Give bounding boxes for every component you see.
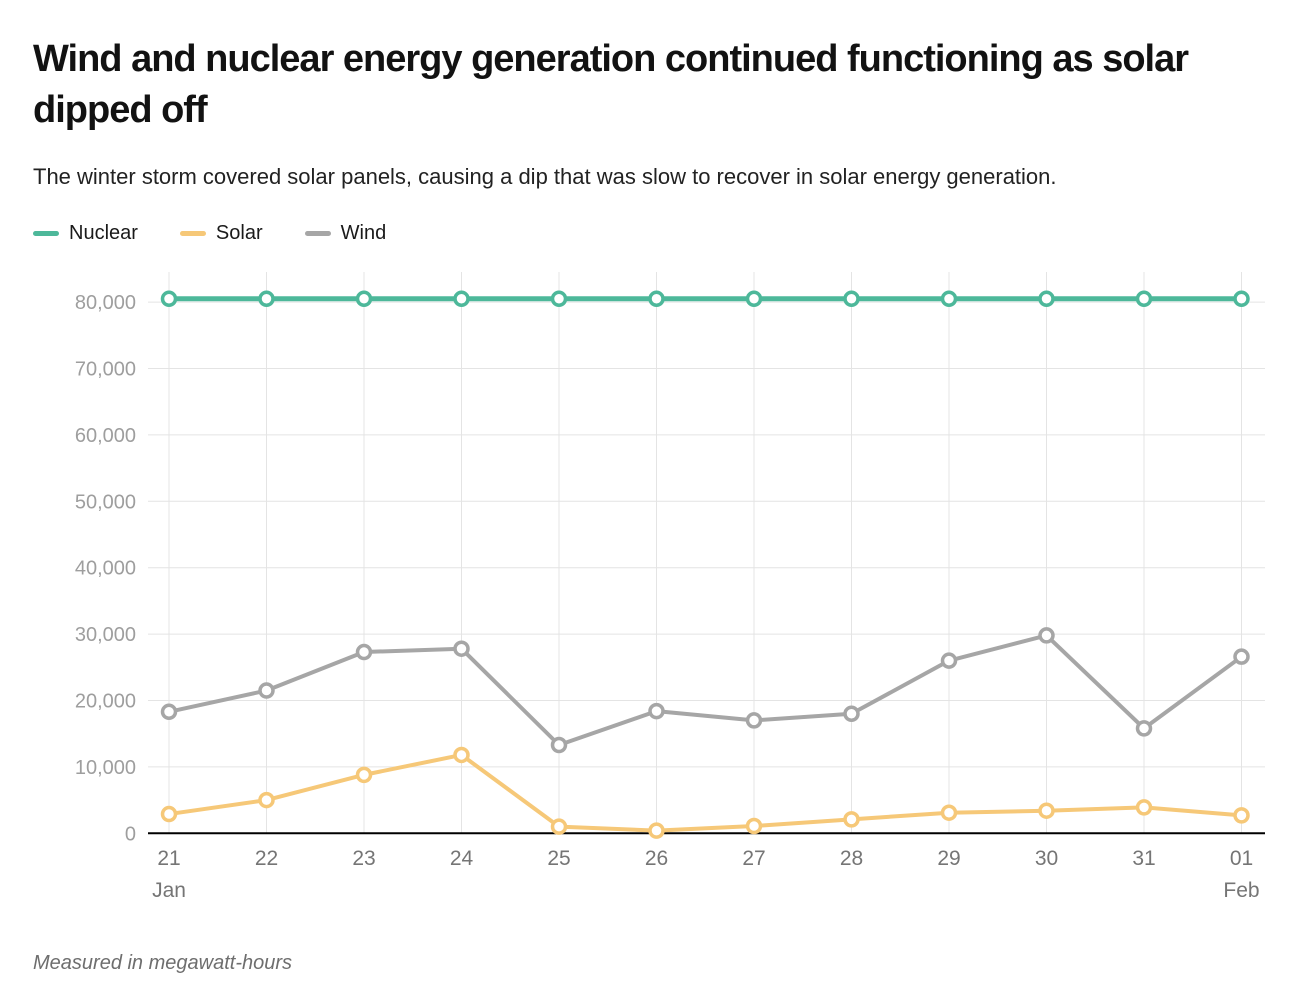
horizontal-gridlines (148, 301, 1265, 768)
data-point (1038, 802, 1055, 819)
data-point (550, 818, 568, 835)
chart-footnote: Measured in megawatt-hours (33, 951, 293, 974)
x-tick-label: 01 (1230, 847, 1253, 870)
data-point (843, 290, 860, 307)
x-tick-label: 24 (450, 847, 474, 870)
y-tick-label: 70,000 (75, 358, 136, 380)
legend-label: Solar (215, 222, 263, 245)
y-tick-label: 80,000 (75, 292, 136, 314)
y-tick-label: 40,000 (75, 558, 136, 580)
month-label: Jan (152, 879, 186, 902)
legend-item-wind: Wind (304, 222, 387, 245)
data-point (745, 711, 763, 729)
data-point (940, 804, 958, 821)
series-wind (160, 627, 1250, 754)
x-tick-label: 28 (840, 847, 863, 870)
legend-swatch-icon (33, 231, 59, 237)
data-point (745, 290, 763, 307)
data-point (453, 290, 470, 307)
y-tick-label: 30,000 (75, 624, 136, 646)
vertical-gridlines (168, 271, 1242, 834)
data-point (1233, 648, 1250, 665)
y-tick-label: 60,000 (75, 425, 136, 447)
data-point (1038, 290, 1055, 307)
data-point (1135, 798, 1153, 816)
legend: Nuclear Solar Wind (33, 222, 1282, 246)
data-point (843, 810, 860, 828)
data-point (648, 290, 665, 307)
data-point (1135, 290, 1153, 307)
page-subtitle: The winter storm covered solar panels, c… (33, 163, 1057, 189)
data-point (453, 746, 470, 764)
data-point (745, 817, 763, 835)
data-point (453, 640, 470, 657)
x-tick-label: 30 (1035, 847, 1058, 870)
data-point (940, 652, 958, 669)
y-tick-label: 20,000 (75, 690, 136, 712)
y-tick-label: 50,000 (75, 491, 136, 513)
data-point (160, 290, 178, 307)
data-point (1135, 719, 1153, 737)
x-axis-labels: 21 22 23 24 25 26 27 28 29 30 31 01 Jan Feb (152, 847, 1260, 902)
x-tick-label: 27 (742, 847, 765, 870)
data-point (1233, 806, 1250, 824)
x-tick-label: 29 (937, 847, 960, 870)
y-tick-label: 0 (125, 823, 136, 845)
data-point (550, 736, 568, 754)
chart-page: Wind and nuclear energy generation conti… (33, 38, 1282, 974)
series-line (167, 633, 1244, 747)
data-point (355, 766, 373, 783)
data-point (648, 822, 665, 839)
line-chart: 0 10,000 20,000 30,000 40,000 50,000 60,000 70,… (75, 271, 1265, 902)
data-point (258, 682, 275, 699)
chart-area: 0 10,000 20,000 30,000 40,000 50,000 60,000 70,… (33, 260, 1282, 920)
page-title: Wind and nuclear energy generation conti… (33, 38, 1189, 132)
data-point (1038, 627, 1055, 644)
month-label: Feb (1223, 879, 1259, 902)
data-point (648, 702, 665, 720)
x-tick-label: 22 (255, 847, 278, 870)
data-point (355, 290, 373, 307)
series-line (167, 752, 1244, 833)
data-point (160, 805, 178, 823)
data-point (258, 290, 275, 307)
legend-swatch-icon (304, 231, 331, 237)
y-tick-label: 10,000 (75, 757, 136, 779)
data-point (355, 643, 373, 661)
series-solar (160, 746, 1250, 839)
x-tick-label: 25 (547, 847, 570, 870)
data-point (160, 703, 178, 720)
legend-swatch-icon (179, 231, 206, 237)
x-tick-label: 31 (1132, 847, 1155, 870)
legend-item-solar: Solar (179, 222, 263, 245)
series-nuclear (160, 290, 1250, 307)
legend-item-nuclear: Nuclear (33, 222, 138, 245)
x-tick-label: 26 (645, 847, 668, 870)
data-point (550, 290, 568, 307)
data-point (940, 290, 958, 307)
data-point (1233, 290, 1250, 307)
data-point (258, 791, 275, 809)
x-tick-label: 21 (157, 847, 180, 870)
legend-label: Wind (340, 222, 387, 245)
legend-label: Nuclear (69, 222, 138, 245)
data-point (843, 705, 860, 722)
y-axis-labels: 0 10,000 20,000 30,000 40,000 50,000 60,000 70,… (75, 292, 136, 845)
x-tick-label: 23 (352, 847, 375, 870)
